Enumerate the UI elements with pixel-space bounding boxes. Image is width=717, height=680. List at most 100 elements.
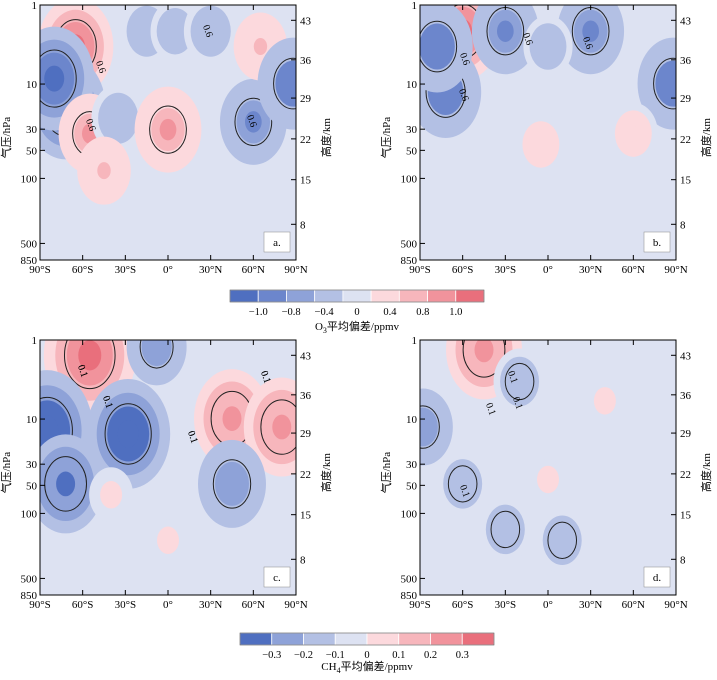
y2-tick-label: 36 <box>680 55 692 67</box>
field-layer <box>420 5 676 176</box>
field-mark-9-3 <box>162 533 174 548</box>
colorbar-swatch <box>430 632 463 646</box>
y-tick-label: 10 <box>406 79 418 91</box>
colorbar-swatch <box>229 289 259 303</box>
colorbar-swatch <box>257 289 287 303</box>
y-axis-label: 气压/hPa <box>379 452 393 494</box>
contour-line-0 <box>462 340 506 378</box>
field-mark-0-3 <box>474 340 494 363</box>
y2-axis-label: 高度/km <box>699 118 713 158</box>
contour-line-9 <box>234 97 273 147</box>
x-tick-label: 90°S <box>409 264 431 276</box>
y-axis-label: 气压/hPa <box>0 452 13 494</box>
x-tick-label: 60°N <box>622 599 645 611</box>
y-tick-label: 50 <box>26 480 38 492</box>
field-mark-7-3 <box>203 22 218 40</box>
colorbar-title-main: CH <box>321 661 336 673</box>
contour-label: 0.1 <box>457 483 472 499</box>
contour-line-2 <box>420 20 458 73</box>
field-mark-4-3 <box>582 20 600 42</box>
y-tick-label: 30 <box>26 124 38 136</box>
y2-axis-label: 高度/km <box>319 453 333 493</box>
x-tick-label: 30°N <box>579 264 602 276</box>
y2-tick-label: 15 <box>680 175 692 187</box>
x-tick-label: 30°N <box>199 599 222 611</box>
field-mark-6-3 <box>664 72 676 96</box>
colorbar-tick-label: −0.3 <box>262 650 281 661</box>
colorbar-tick-label: −1.0 <box>249 307 268 318</box>
contour-line-2 <box>44 456 87 512</box>
y-tick-label: 1 <box>412 335 418 347</box>
panel-tag: b. <box>643 231 671 253</box>
contour-label: 0.6 <box>244 113 259 129</box>
x-tick-label: 90°N <box>664 599 687 611</box>
y-tick-label: 50 <box>406 480 418 492</box>
field-mark-5-3 <box>541 38 555 55</box>
y-tick-label: 850 <box>401 590 418 602</box>
colorbar-title-main: O <box>315 321 323 333</box>
colorbar-swatch <box>370 289 400 303</box>
colorbar-tick-label: 0.1 <box>392 650 405 661</box>
contour-label: 0.1 <box>510 395 525 411</box>
field-mark-7-3 <box>555 532 569 549</box>
panel-b: 0.6 0.6 0.6 0.6 b. 90°S 60°S 30°S 0° 30°N 60°N 90°N… <box>379 0 713 276</box>
contour-line-3 <box>504 362 535 401</box>
y2-tick-label: 36 <box>300 390 312 402</box>
y-tick-label: 1 <box>412 0 418 12</box>
colorbar-o3: −1.0 −0.8 −0.4 0 0.4 0.8 1.0 O3平均偏差/ppmv <box>229 289 485 335</box>
y-tick-label: 500 <box>401 573 418 585</box>
y-tick-label: 850 <box>21 590 38 602</box>
panel-d: 0.1 0.1 0.1 0.1 d. 90°S 60°S 30°S 0° 30°N 60°N 90°N… <box>379 335 713 611</box>
y2-tick-label: 22 <box>300 134 311 146</box>
field-mark-4-3 <box>111 109 125 127</box>
x-tick-label: 0° <box>163 599 173 611</box>
panel-tag: c. <box>263 566 291 588</box>
contour-line-8 <box>149 105 187 154</box>
field-layer <box>40 5 296 205</box>
y2-tick-label: 43 <box>300 15 312 27</box>
y-tick-label: 100 <box>401 508 418 520</box>
x-tick-label: 60°S <box>452 264 474 276</box>
x-tick-label: 0° <box>543 599 553 611</box>
field-mark-5-3 <box>599 393 611 408</box>
colorbar-swatch <box>398 289 428 303</box>
x-tick-label: 60°N <box>242 264 265 276</box>
y-tick-label: 10 <box>26 414 38 426</box>
colorbar-frame <box>229 289 485 303</box>
colorbar-tick-label: 0.4 <box>383 307 397 318</box>
colorbar-swatch <box>455 289 485 303</box>
y2-tick-label: 22 <box>300 469 311 481</box>
field-mark-3-3 <box>496 20 514 42</box>
contour-label: 0.1 <box>100 394 115 410</box>
colorbar-frame <box>239 632 495 646</box>
contour-label: 0.1 <box>185 429 200 445</box>
contour-line-4 <box>139 340 174 369</box>
y-tick-label: 10 <box>26 79 38 91</box>
field-mark-6-3 <box>498 521 512 538</box>
x-tick-label: 30°S <box>115 599 137 611</box>
contour-label: 0.1 <box>483 401 498 417</box>
contour-line-0 <box>63 340 116 390</box>
x-tick-label: 30°S <box>495 264 517 276</box>
contour-line-2 <box>447 465 478 503</box>
panel-tag-text: c. <box>273 572 281 584</box>
field-mark-5-3 <box>222 406 242 431</box>
y2-tick-label: 15 <box>680 510 692 522</box>
y2-tick-label: 29 <box>680 93 692 105</box>
contour-line-3 <box>104 403 152 465</box>
y-tick-label: 500 <box>401 238 418 250</box>
x-tick-label: 90°S <box>29 599 51 611</box>
x-tick-label: 60°S <box>452 599 474 611</box>
colorbar-swatch <box>427 289 457 303</box>
y-tick-label: 500 <box>21 238 38 250</box>
x-tick-label: 30°N <box>199 264 222 276</box>
colorbar-swatch <box>398 632 431 646</box>
colorbar-swatch <box>239 632 273 646</box>
colorbar-swatch <box>314 289 344 303</box>
field-mark-7-3 <box>223 472 241 495</box>
y-axis-label: 气压/hPa <box>0 117 13 159</box>
y2-tick-label: 8 <box>300 554 306 566</box>
y2-tick-label: 22 <box>680 469 691 481</box>
contour-label: 0.1 <box>75 363 90 379</box>
